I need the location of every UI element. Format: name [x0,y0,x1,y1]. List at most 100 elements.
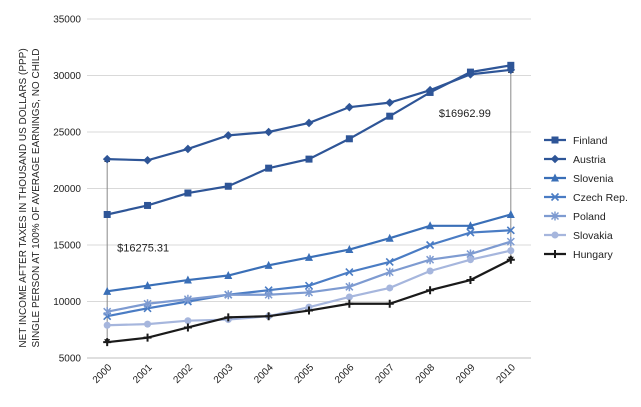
data-point [304,118,314,128]
x-tick-label: 2006 [333,362,357,386]
data-point [223,131,233,140]
data-point [426,255,435,265]
series [102,61,516,347]
series-hungary [103,255,515,347]
series-czech-rep [103,226,515,321]
legend-marker [551,136,559,144]
x-tick-label: 2005 [293,362,317,386]
data-point [183,144,193,154]
x-tick-label: 2008 [414,362,438,386]
data-point [345,299,354,308]
data-point [103,286,112,295]
data-point [224,290,233,300]
data-point [385,299,394,308]
legend-label: Slovakia [573,230,613,242]
data-point [426,286,435,295]
data-point [144,320,152,328]
data-point [143,155,152,165]
data-point [507,61,515,69]
data-point [143,281,152,290]
legend-item: Czech Rep. [544,192,628,204]
legend-label: Hungary [573,249,613,261]
x-tick-label: 2010 [494,362,518,386]
data-point [466,276,475,285]
annotation-label: $16962.99 [439,108,491,120]
data-point [304,281,314,290]
data-point [506,65,516,75]
data-point [466,228,475,237]
legend-marker [550,211,560,221]
data-point [425,85,435,95]
data-point [506,237,515,247]
data-point [386,284,394,292]
y-tick-label: 25000 [53,128,81,139]
data-point [466,256,474,264]
legend-item: Hungary [544,249,613,261]
data-point [345,102,354,112]
data-point [426,221,435,230]
data-point [183,323,192,332]
legend: Finland Austria Slovenia Czech Rep. Poland Sl… [544,135,628,261]
data-point [264,127,273,137]
series-slovenia [103,209,515,295]
data-point [305,306,313,315]
y-tick-label: 15000 [53,241,81,252]
legend-item: Finland [544,135,608,147]
series-line [106,64,512,216]
data-point [507,247,515,255]
data-point [305,155,313,163]
series-austria [102,65,516,165]
legend-marker [551,173,559,182]
legend-label: Slovenia [573,173,613,185]
data-point [264,290,273,300]
data-point [345,268,354,277]
legend-marker [550,192,560,202]
y-tick-label: 20000 [53,184,81,195]
data-point [506,226,515,235]
y-tick-label: 30000 [53,71,81,82]
data-point [345,245,354,254]
data-point [143,333,152,342]
legend-item: Slovenia [544,173,613,185]
y-axis-ticks: 5000 10000 15000 20000 25000 30000 35000 [53,15,81,365]
data-point [345,282,354,292]
x-tick-label: 2002 [172,362,196,386]
legend-marker [551,250,559,258]
data-point [385,233,394,242]
data-point [143,299,152,309]
legend-label: Austria [573,154,606,166]
x-tick-label: 2000 [91,362,115,386]
data-point [426,240,435,250]
legend-marker [550,154,560,164]
data-point [103,321,111,329]
y-tick-label: 35000 [53,15,81,26]
y-axis-label-line-1: NET INCOME AFTER TAXES IN THOUSAND US DO… [18,48,29,347]
x-tick-label: 2009 [454,362,478,386]
data-point [103,338,112,347]
data-point [103,210,111,218]
data-point [183,294,192,304]
data-point [184,317,192,325]
data-point [345,135,353,143]
data-point [466,70,475,79]
data-point [224,182,232,190]
data-point [466,221,475,230]
x-axis-ticks: 2000 2001 2002 2003 2004 2005 2006 2007 2008 2009… [91,362,518,386]
y-tick-label: 5000 [59,354,82,365]
data-point [184,189,192,197]
legend-item: Austria [544,154,606,166]
legend-item: Slovakia [544,230,613,242]
y-axis-label-line-2: SINGLE PERSON AT 100% OF AVERAGE EARNING… [31,49,42,348]
legend-label: Poland [573,211,606,223]
data-point [506,209,515,218]
x-tick-label: 2007 [373,362,397,386]
data-point [224,313,233,322]
data-point [264,260,273,269]
data-point [304,287,314,297]
legend-marker [551,231,559,239]
legend-item: Poland [544,211,606,223]
data-point [386,112,394,120]
data-point [183,275,192,284]
data-point [144,201,152,209]
